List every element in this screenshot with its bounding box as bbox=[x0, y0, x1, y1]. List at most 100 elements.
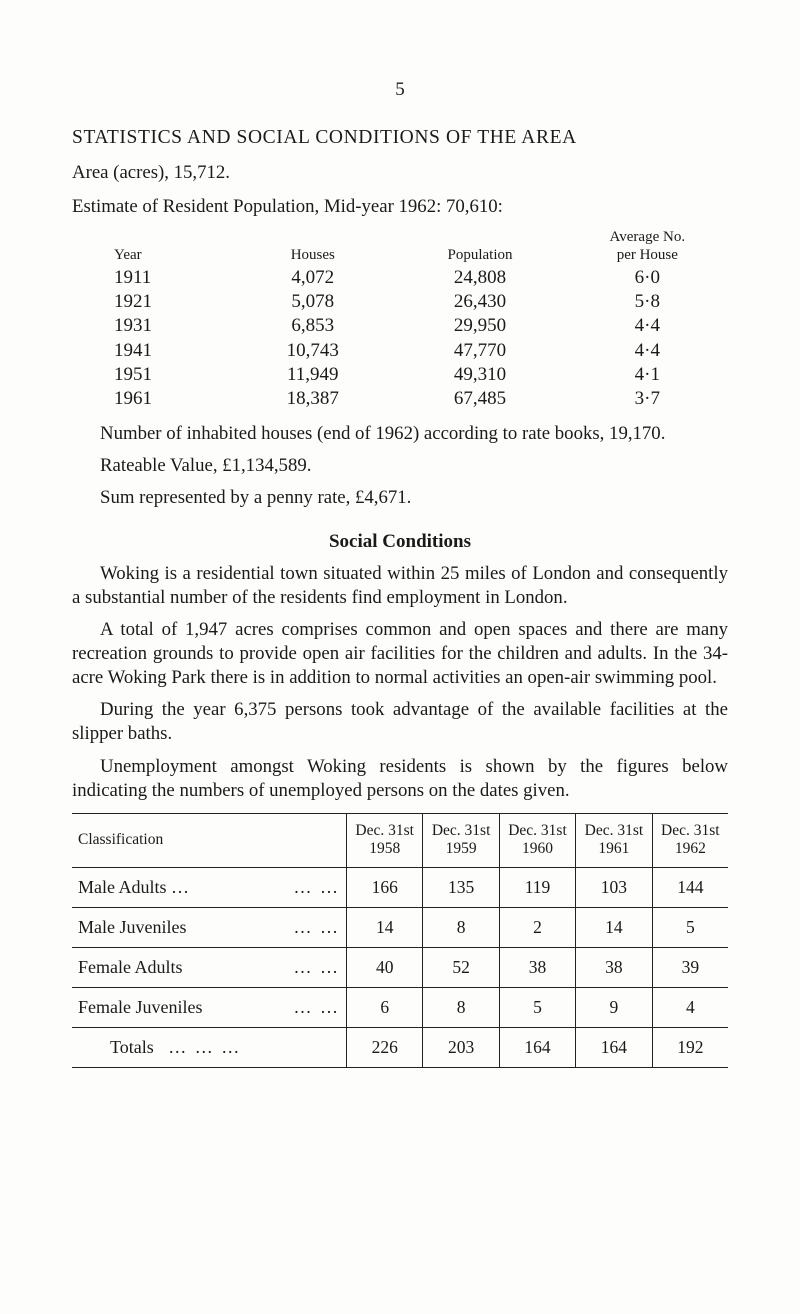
unemp-cell-label: Male Adults … … … bbox=[72, 867, 347, 907]
unemp-header-date: Dec. 31st1960 bbox=[499, 813, 575, 867]
inhabited-houses-line: Number of inhabited houses (end of 1962)… bbox=[72, 422, 728, 446]
paragraph-4: Unemployment amongst Woking residents is… bbox=[72, 755, 728, 803]
unemp-row: Female Juveniles … … 6 8 5 9 4 bbox=[72, 987, 728, 1027]
stats-header-row: Year Houses Population Average No.per Ho… bbox=[72, 229, 728, 266]
stats-cell-houses: 5,078 bbox=[232, 290, 393, 314]
stats-cell-year: 1961 bbox=[72, 387, 232, 411]
stats-cell-year: 1931 bbox=[72, 314, 232, 338]
stats-cell-year: 1951 bbox=[72, 363, 232, 387]
stats-cell-avg: 4·1 bbox=[567, 363, 728, 387]
dots-icon: … … bbox=[294, 916, 341, 939]
unemp-cell: 38 bbox=[499, 947, 575, 987]
unemp-cell: 144 bbox=[652, 867, 728, 907]
stats-row: 1961 18,387 67,485 3·7 bbox=[72, 387, 728, 411]
stats-cell-population: 29,950 bbox=[393, 314, 566, 338]
unemp-cell-label: Male Juveniles … … bbox=[72, 907, 347, 947]
stats-row: 1911 4,072 24,808 6·0 bbox=[72, 266, 728, 290]
stats-cell-population: 49,310 bbox=[393, 363, 566, 387]
unemp-cell: 14 bbox=[347, 907, 423, 947]
stats-body: 1911 4,072 24,808 6·0 1921 5,078 26,430 … bbox=[72, 266, 728, 412]
estimate-line: Estimate of Resident Population, Mid-yea… bbox=[72, 195, 728, 219]
unemp-cell: 39 bbox=[652, 947, 728, 987]
stats-cell-avg: 5·8 bbox=[567, 290, 728, 314]
stats-cell-year: 1921 bbox=[72, 290, 232, 314]
unemp-label-text: Female Juveniles bbox=[78, 997, 202, 1017]
unemp-cell: 8 bbox=[423, 987, 499, 1027]
unemp-header-row: Classification Dec. 31st1958 Dec. 31st19… bbox=[72, 813, 728, 867]
unemp-totals-row: Totals … … … 226 203 164 164 192 bbox=[72, 1027, 728, 1067]
unemp-label-text: Male Adults … bbox=[78, 877, 189, 897]
document-page: 5 STATISTICS AND SOCIAL CONDITIONS OF TH… bbox=[0, 0, 800, 1314]
social-conditions-heading: Social Conditions bbox=[72, 530, 728, 554]
unemp-cell: 5 bbox=[652, 907, 728, 947]
unemp-cell: 2 bbox=[499, 907, 575, 947]
unemp-cell: 5 bbox=[499, 987, 575, 1027]
stats-cell-population: 24,808 bbox=[393, 266, 566, 290]
stats-cell-avg: 4·4 bbox=[567, 314, 728, 338]
unemp-header-date: Dec. 31st1959 bbox=[423, 813, 499, 867]
stats-cell-houses: 10,743 bbox=[232, 339, 393, 363]
stats-header-houses: Houses bbox=[232, 229, 393, 266]
unemp-row: Male Adults … … … 166 135 119 103 144 bbox=[72, 867, 728, 907]
unemp-totals-label: Totals … … … bbox=[72, 1027, 347, 1067]
stats-cell-avg: 4·4 bbox=[567, 339, 728, 363]
unemp-cell: 52 bbox=[423, 947, 499, 987]
paragraph-1: Woking is a residential town situated wi… bbox=[72, 562, 728, 610]
unemp-cell: 135 bbox=[423, 867, 499, 907]
paragraph-3: During the year 6,375 persons took advan… bbox=[72, 698, 728, 746]
stats-cell-avg: 6·0 bbox=[567, 266, 728, 290]
stats-header-avg: Average No.per House bbox=[567, 229, 728, 266]
unemp-header-date: Dec. 31st1962 bbox=[652, 813, 728, 867]
dots-icon: … … … bbox=[168, 1037, 241, 1057]
dots-icon: … … bbox=[294, 956, 341, 979]
stats-row: 1931 6,853 29,950 4·4 bbox=[72, 314, 728, 338]
stats-row: 1951 11,949 49,310 4·1 bbox=[72, 363, 728, 387]
stats-cell-population: 67,485 bbox=[393, 387, 566, 411]
stats-cell-houses: 4,072 bbox=[232, 266, 393, 290]
unemp-row: Male Juveniles … … 14 8 2 14 5 bbox=[72, 907, 728, 947]
unemp-cell: 103 bbox=[576, 867, 652, 907]
unemp-cell: 14 bbox=[576, 907, 652, 947]
stats-cell-avg: 3·7 bbox=[567, 387, 728, 411]
unemp-cell: 164 bbox=[576, 1027, 652, 1067]
unemp-cell: 119 bbox=[499, 867, 575, 907]
unemp-cell: 9 bbox=[576, 987, 652, 1027]
unemp-label-text: Male Juveniles bbox=[78, 917, 186, 937]
main-heading: STATISTICS AND SOCIAL CONDITIONS OF THE … bbox=[72, 126, 728, 151]
stats-row: 1921 5,078 26,430 5·8 bbox=[72, 290, 728, 314]
unemp-cell: 192 bbox=[652, 1027, 728, 1067]
dots-icon: … … bbox=[294, 876, 341, 899]
unemp-cell: 40 bbox=[347, 947, 423, 987]
population-stats-table: Year Houses Population Average No.per Ho… bbox=[72, 229, 728, 411]
unemp-cell-label: Female Adults … … bbox=[72, 947, 347, 987]
stats-cell-houses: 11,949 bbox=[232, 363, 393, 387]
unemp-cell: 8 bbox=[423, 907, 499, 947]
unemp-row: Female Adults … … 40 52 38 38 39 bbox=[72, 947, 728, 987]
unemp-cell-label: Female Juveniles … … bbox=[72, 987, 347, 1027]
unemp-cell: 164 bbox=[499, 1027, 575, 1067]
stats-cell-houses: 6,853 bbox=[232, 314, 393, 338]
unemp-cell: 166 bbox=[347, 867, 423, 907]
stats-header-population: Population bbox=[393, 229, 566, 266]
stats-cell-population: 47,770 bbox=[393, 339, 566, 363]
paragraph-2: A total of 1,947 acres comprises common … bbox=[72, 618, 728, 690]
unemp-header-classification: Classification bbox=[72, 813, 347, 867]
stats-row: 1941 10,743 47,770 4·4 bbox=[72, 339, 728, 363]
stats-cell-population: 26,430 bbox=[393, 290, 566, 314]
unemp-cell: 38 bbox=[576, 947, 652, 987]
stats-cell-year: 1911 bbox=[72, 266, 232, 290]
unemp-cell: 226 bbox=[347, 1027, 423, 1067]
unemp-header-date: Dec. 31st1961 bbox=[576, 813, 652, 867]
unemp-label-text: Female Adults bbox=[78, 957, 183, 977]
stats-header-year: Year bbox=[72, 229, 232, 266]
rateable-value-line: Rateable Value, £1,134,589. bbox=[72, 454, 728, 478]
area-line: Area (acres), 15,712. bbox=[72, 161, 728, 185]
unemp-cell: 4 bbox=[652, 987, 728, 1027]
unemployment-table: Classification Dec. 31st1958 Dec. 31st19… bbox=[72, 813, 728, 1068]
unemp-header-date: Dec. 31st1958 bbox=[347, 813, 423, 867]
dots-icon: … … bbox=[294, 996, 341, 1019]
unemp-totals-text: Totals bbox=[110, 1037, 154, 1057]
unemp-cell: 6 bbox=[347, 987, 423, 1027]
penny-rate-line: Sum represented by a penny rate, £4,671. bbox=[72, 486, 728, 510]
stats-cell-year: 1941 bbox=[72, 339, 232, 363]
